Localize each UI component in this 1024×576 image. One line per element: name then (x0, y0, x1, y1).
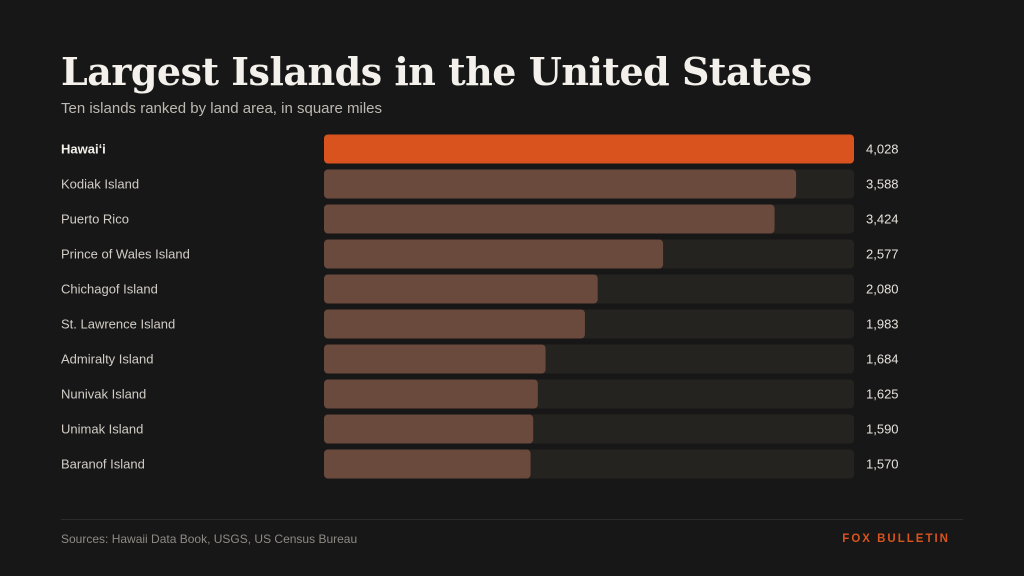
category-label: Kodiak Island (61, 177, 139, 192)
value-label: 1,570 (866, 457, 899, 472)
category-label: Puerto Rico (61, 212, 129, 227)
bar-row: Unimak Island 1,590 (61, 414, 899, 444)
bar-row: Hawaiʻi 4,028 (61, 134, 899, 164)
category-label: Unimak Island (61, 422, 143, 437)
brand-logo-text: FOX BULLETIN (842, 533, 950, 545)
value-label: 1,684 (866, 352, 899, 367)
value-label: 1,983 (866, 317, 899, 332)
source-note: Sources: Hawaii Data Book, USGS, US Cens… (61, 532, 358, 546)
category-label: St. Lawrence Island (61, 317, 175, 332)
value-label: 1,590 (866, 422, 899, 437)
bar (324, 309, 585, 339)
value-label: 3,424 (866, 212, 899, 227)
category-label: Baranof Island (61, 457, 145, 472)
bar (324, 134, 854, 164)
bar-row: Puerto Rico 3,424 (61, 204, 899, 234)
category-label: Admiralty Island (61, 352, 153, 367)
bar (324, 204, 775, 234)
bar (324, 344, 546, 374)
category-label: Chichagof Island (61, 282, 158, 297)
bar-row: St. Lawrence Island 1,983 (61, 309, 899, 339)
bar (324, 239, 664, 269)
category-label: Hawaiʻi (61, 142, 106, 157)
category-label: Nunivak Island (61, 387, 146, 402)
bar (324, 274, 598, 304)
value-label: 2,080 (866, 282, 899, 297)
bar-row: Prince of Wales Island 2,577 (61, 239, 899, 269)
chart-title: Largest Islands in the United States (61, 49, 812, 94)
value-label: 4,028 (866, 142, 899, 157)
footer-divider (61, 519, 963, 520)
value-label: 3,588 (866, 177, 899, 192)
bar (324, 449, 531, 479)
chart-subtitle: Ten islands ranked by land area, in squa… (61, 100, 383, 117)
bar-row: Baranof Island 1,570 (61, 449, 899, 479)
category-label: Prince of Wales Island (61, 247, 190, 262)
bar-row: Admiralty Island 1,684 (61, 344, 899, 374)
bar (324, 379, 538, 409)
bar-row: Kodiak Island 3,588 (61, 169, 899, 199)
bar-row: Nunivak Island 1,625 (61, 379, 899, 409)
bar (324, 169, 797, 199)
bar (324, 414, 534, 444)
value-label: 1,625 (866, 387, 899, 402)
value-label: 2,577 (866, 247, 899, 262)
bar-row: Chichagof Island 2,080 (61, 274, 899, 304)
